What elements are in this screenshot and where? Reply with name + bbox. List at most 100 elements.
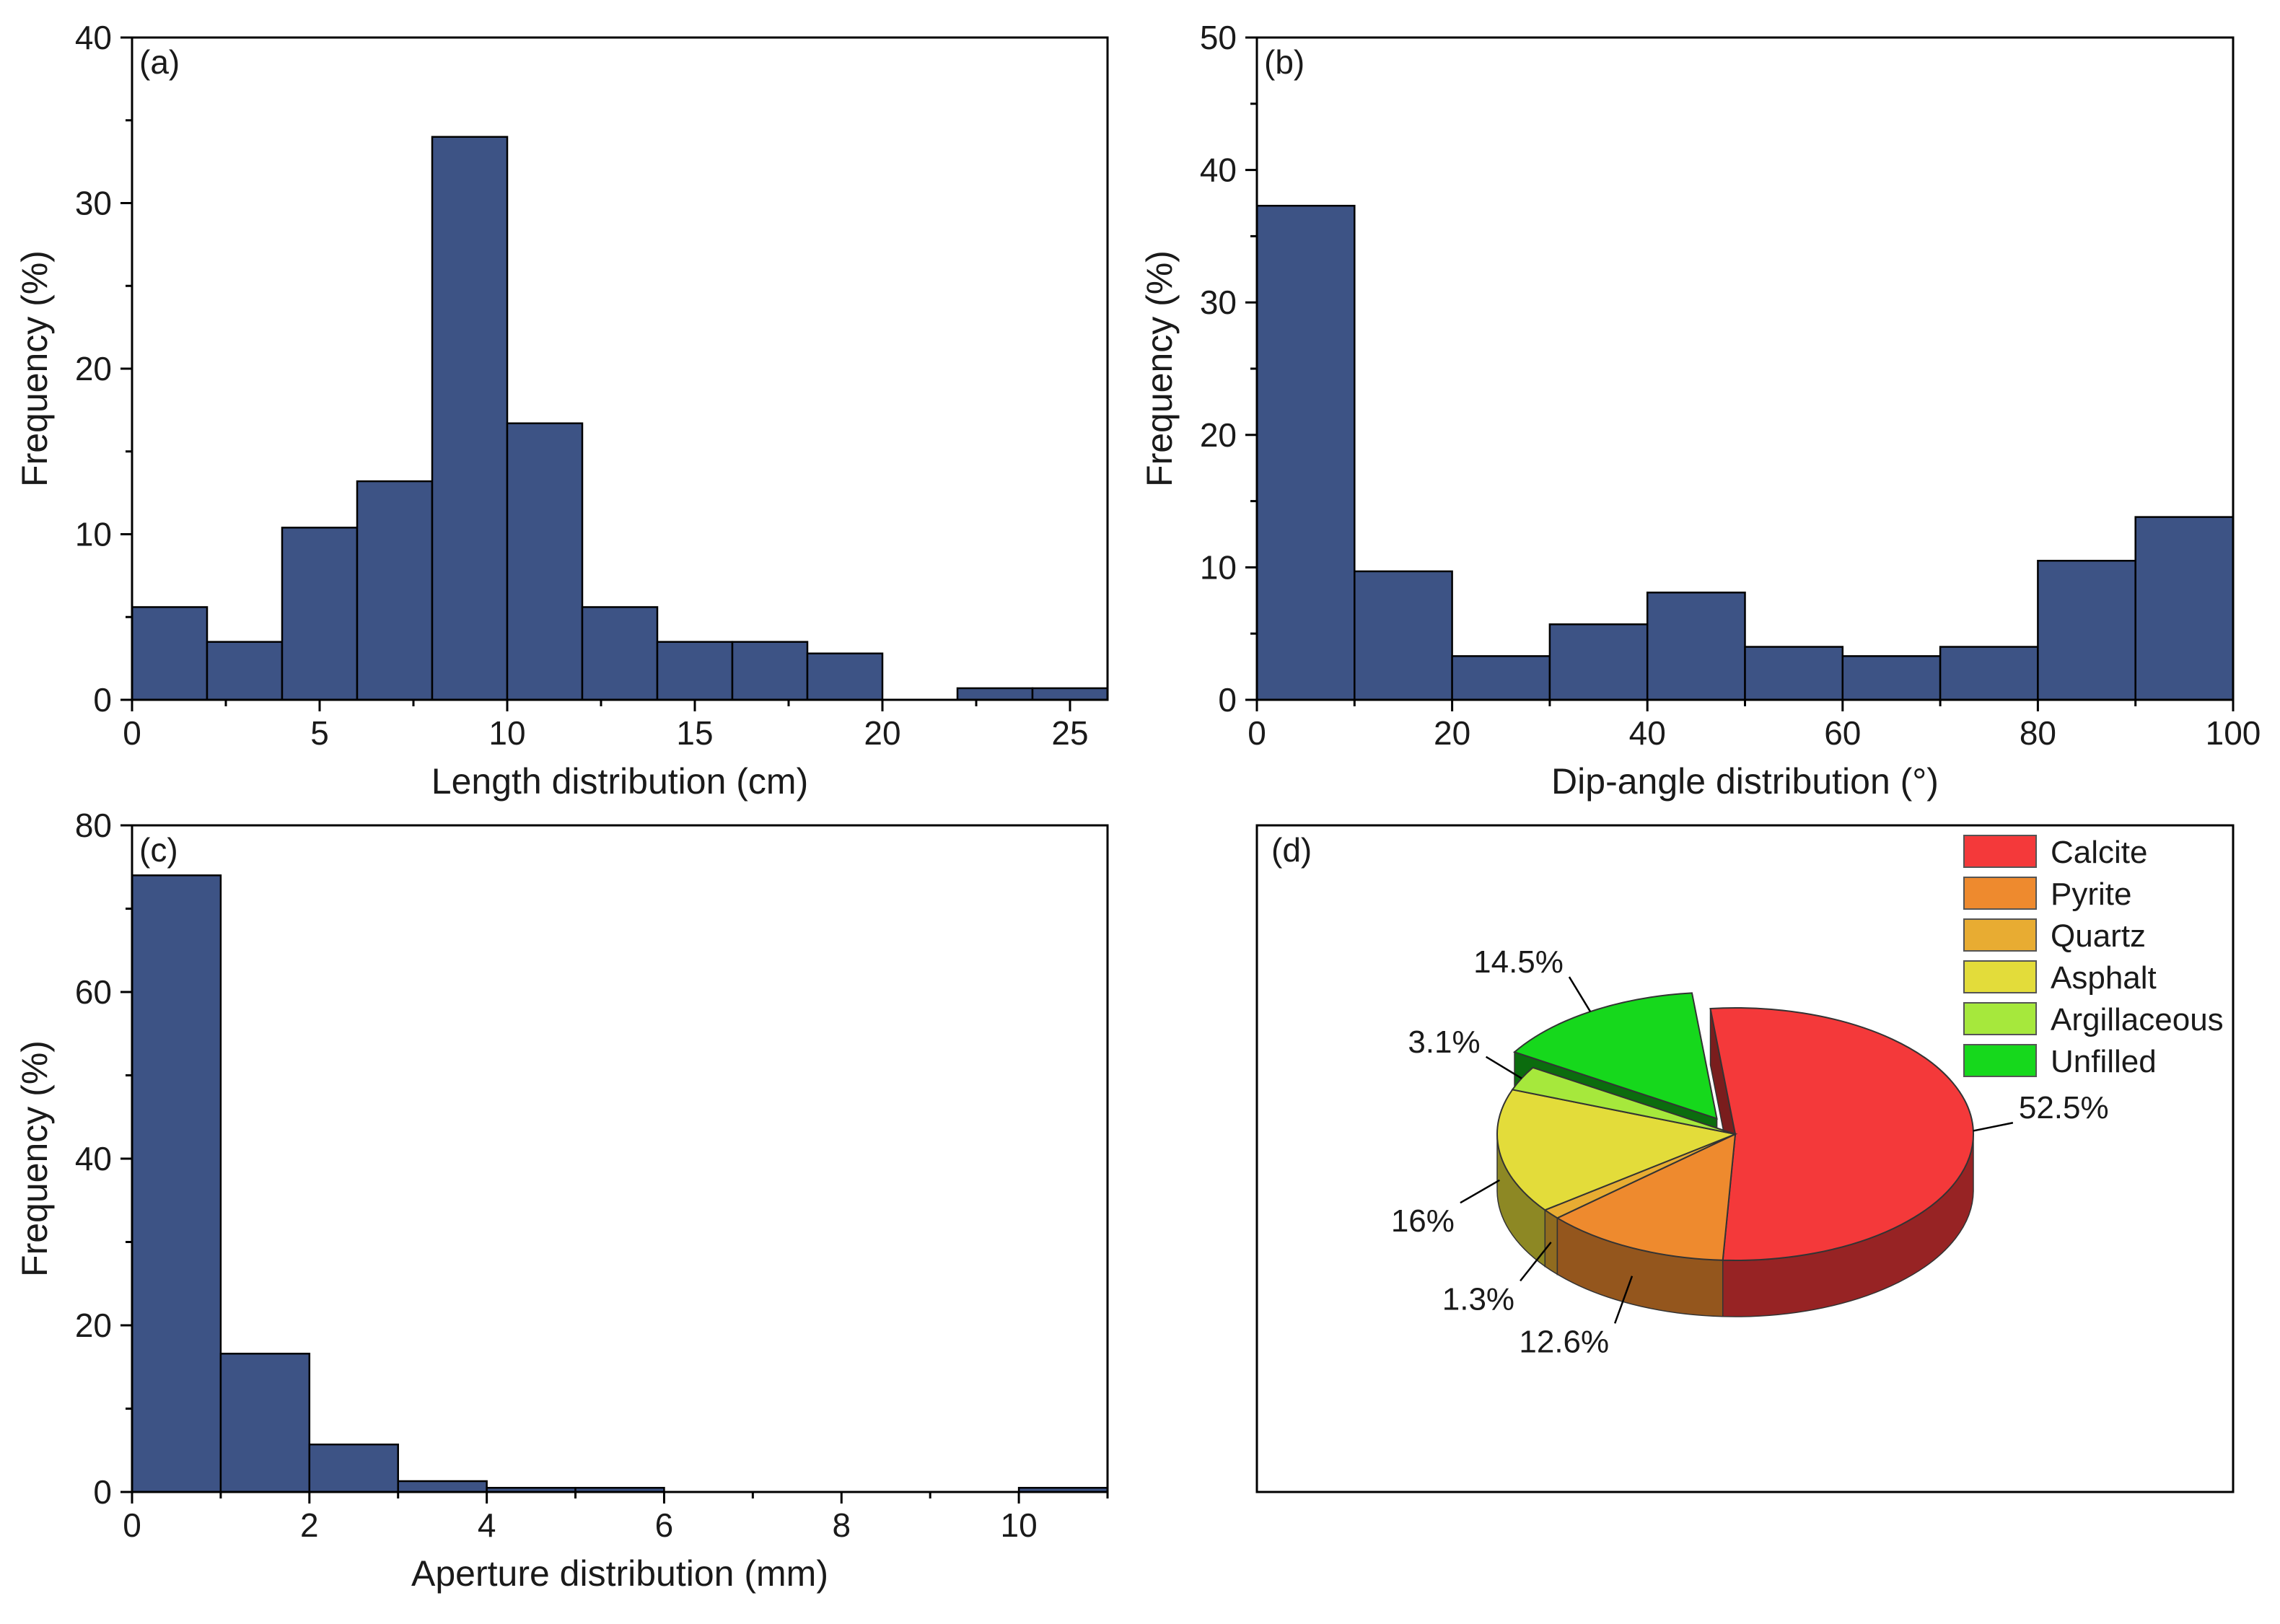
pie-slice bbox=[1513, 992, 1718, 1120]
panel-a-histogram: 0 5 10 15 20 25 0 10 20 30 40 Length distribution (… bbox=[14, 19, 1109, 802]
pie-leader-line bbox=[1973, 1122, 2014, 1132]
histogram-bar bbox=[1939, 646, 2039, 701]
histogram-bar bbox=[431, 136, 509, 701]
histogram-bar bbox=[206, 641, 284, 701]
pie-leader-line bbox=[1613, 1276, 1634, 1324]
y-tick-label: 40 bbox=[75, 19, 112, 56]
x-axis-label: Dip-angle distribution (°) bbox=[1551, 761, 1939, 802]
histogram-bar bbox=[956, 687, 1034, 701]
x-axis-label: Length distribution (cm) bbox=[431, 761, 808, 802]
x-tick-label: 8 bbox=[832, 1506, 851, 1544]
panel-d-pie-chart: (d) Calcite Pyrite Quartz Asphalt Argillaceou… bbox=[1255, 824, 2235, 1493]
pie-leader-line bbox=[1460, 1179, 1500, 1204]
x-tick-label: 2 bbox=[300, 1506, 319, 1544]
y-axis-label: Frequency (%) bbox=[14, 250, 55, 487]
y-tick-label: 50 bbox=[1200, 19, 1237, 56]
histogram-bar bbox=[806, 652, 884, 701]
histogram-bar bbox=[1354, 570, 1453, 701]
y-axis-label: Frequency (%) bbox=[1139, 250, 1180, 487]
histogram-bar bbox=[2134, 516, 2235, 701]
y-tick-label: 10 bbox=[75, 516, 112, 553]
legend-label: Pyrite bbox=[2051, 877, 2131, 912]
y-tick-label: 0 bbox=[1218, 681, 1237, 719]
x-tick-label: 80 bbox=[2020, 714, 2056, 752]
histogram-bar bbox=[1646, 592, 1746, 701]
y-tick-label: 30 bbox=[1200, 284, 1237, 321]
y-tick-label: 60 bbox=[75, 973, 112, 1011]
histogram-bar bbox=[1841, 655, 1942, 701]
legend-label: Unfilled bbox=[2051, 1044, 2157, 1079]
legend-label: Calcite bbox=[2051, 835, 2148, 870]
panel-label: (d) bbox=[1271, 831, 1312, 869]
y-tick-label: 0 bbox=[93, 1473, 112, 1511]
histogram-bar bbox=[2037, 559, 2136, 701]
panel-c-histogram: 0 2 4 6 8 10 0 20 40 60 80 Aperture distribution (m… bbox=[14, 807, 1109, 1594]
legend-swatch bbox=[1963, 1002, 2037, 1035]
y-tick-label: 80 bbox=[75, 807, 112, 844]
histogram-bar bbox=[131, 874, 222, 1493]
pie-percent-label: 52.5% bbox=[2019, 1090, 2109, 1125]
histogram-bar bbox=[397, 1480, 488, 1493]
x-tick-label: 20 bbox=[1434, 714, 1470, 752]
x-tick-label: 6 bbox=[655, 1506, 674, 1544]
histogram-bar bbox=[581, 606, 659, 701]
legend-swatch bbox=[1963, 835, 2037, 868]
legend-swatch bbox=[1963, 877, 2037, 910]
pie-slice bbox=[1511, 1066, 1736, 1135]
legend-label: Argillaceous bbox=[2051, 1002, 2224, 1037]
x-tick-label: 100 bbox=[2206, 714, 2261, 752]
x-tick-label: 20 bbox=[864, 714, 900, 752]
histogram-bar bbox=[1031, 687, 1109, 701]
pie-percent-label: 14.5% bbox=[1473, 944, 1564, 980]
x-tick-label: 25 bbox=[1051, 714, 1088, 752]
histogram-bar bbox=[1451, 655, 1551, 701]
legend-label: Asphalt bbox=[2051, 960, 2157, 996]
y-axis-label: Frequency (%) bbox=[14, 1040, 55, 1277]
legend-swatch bbox=[1963, 960, 2037, 993]
pie-percent-label: 12.6% bbox=[1519, 1324, 1609, 1359]
y-tick-label: 20 bbox=[1200, 416, 1237, 454]
histogram-bar bbox=[1548, 623, 1649, 701]
histogram-bar bbox=[1744, 646, 1844, 701]
pie-leader-line bbox=[1485, 1055, 1522, 1079]
panel-label: (b) bbox=[1264, 43, 1305, 81]
y-tick-label: 10 bbox=[1200, 548, 1237, 586]
histogram-bar bbox=[356, 480, 434, 701]
pie-leader-line bbox=[1520, 1242, 1552, 1282]
x-tick-label: 15 bbox=[676, 714, 713, 752]
histogram-bar bbox=[1255, 204, 1356, 701]
legend-label: Quartz bbox=[2051, 918, 2146, 954]
y-tick-label: 20 bbox=[75, 350, 112, 387]
x-tick-label: 0 bbox=[123, 714, 141, 752]
panel-b-histogram: 0 20 40 60 80 100 0 10 20 30 40 50 Dip-angle distrib… bbox=[1139, 19, 2261, 802]
histogram-bar bbox=[506, 422, 584, 701]
legend-swatch bbox=[1963, 1044, 2037, 1077]
y-tick-label: 30 bbox=[75, 185, 112, 222]
x-tick-label: 0 bbox=[123, 1506, 141, 1544]
panel-label: (c) bbox=[139, 831, 178, 869]
histogram-bar bbox=[131, 606, 209, 701]
legend-swatch bbox=[1963, 918, 2037, 952]
pie-slice-side bbox=[1544, 1208, 1558, 1276]
pie-slice bbox=[1556, 1133, 1737, 1261]
pie-percent-label: 1.3% bbox=[1442, 1281, 1514, 1317]
x-tick-label: 5 bbox=[310, 714, 329, 752]
x-axis-label: Aperture distribution (mm) bbox=[411, 1553, 828, 1594]
panel-frame bbox=[1255, 824, 2235, 1493]
histogram-bar bbox=[308, 1443, 399, 1493]
x-tick-label: 0 bbox=[1248, 714, 1266, 752]
histogram-bar bbox=[731, 641, 809, 701]
pie-percent-label: 16% bbox=[1391, 1203, 1455, 1239]
plot-frame bbox=[131, 36, 1109, 701]
y-tick-label: 20 bbox=[75, 1307, 112, 1344]
panel-label: (a) bbox=[139, 43, 180, 81]
x-tick-label: 10 bbox=[488, 714, 525, 752]
x-tick-label: 40 bbox=[1629, 714, 1666, 752]
pie-percent-label: 3.1% bbox=[1408, 1024, 1480, 1060]
pie-slice bbox=[1496, 1089, 1738, 1211]
y-tick-label: 40 bbox=[1200, 152, 1237, 189]
x-tick-label: 60 bbox=[1824, 714, 1861, 752]
histogram-bar bbox=[656, 641, 734, 701]
x-tick-label: 4 bbox=[478, 1506, 496, 1544]
